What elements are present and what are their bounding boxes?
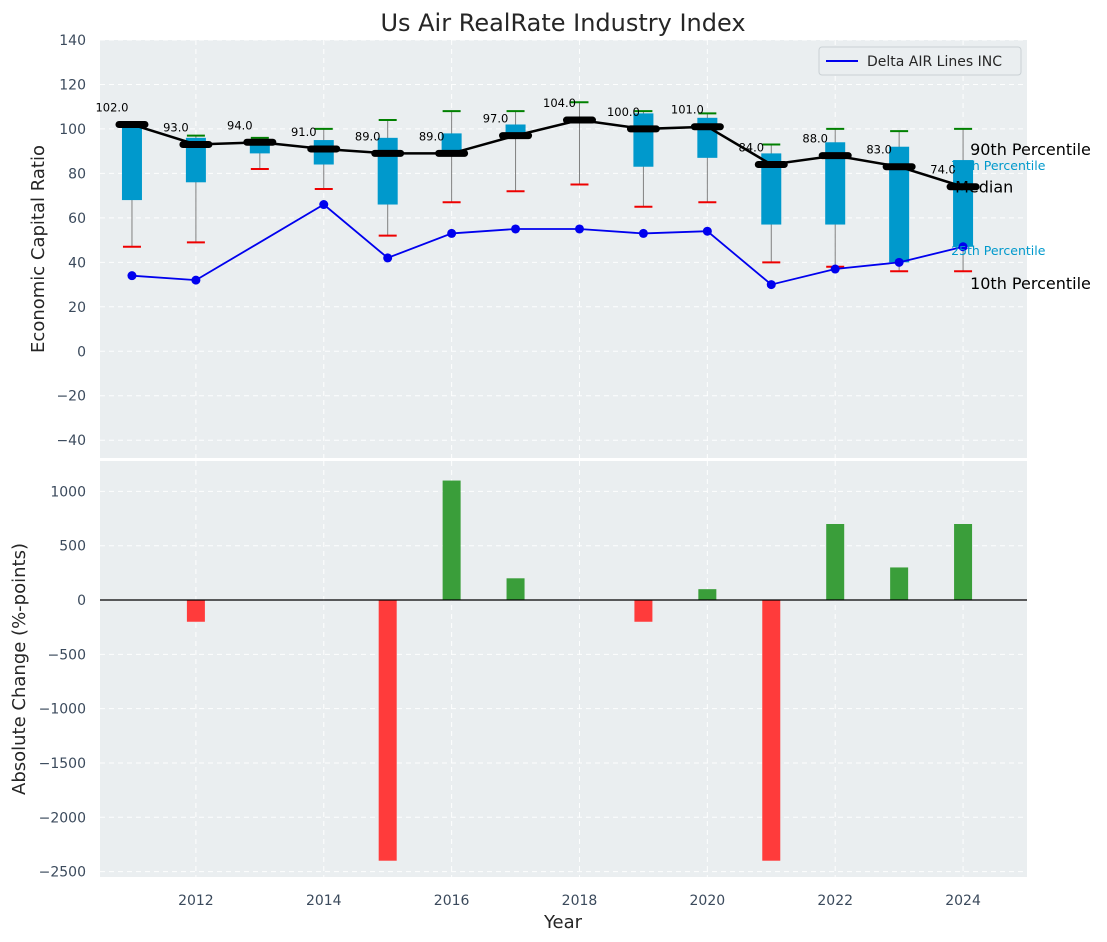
median-value-label: 88.0 — [802, 132, 828, 146]
median-value-label: 89.0 — [355, 129, 381, 143]
median-value-label: 97.0 — [483, 112, 509, 126]
company-point — [319, 200, 329, 210]
bottom-x-ticks: 2012 2014 2016 2018 2020 2022 2024 — [178, 893, 981, 909]
top-y-tick-label: −20 — [56, 389, 86, 405]
top-y-tick-label: 120 — [59, 77, 86, 93]
bottom-y-axis-label: Absolute Change (%-points) — [9, 543, 30, 795]
median-value-label: 84.0 — [738, 141, 764, 155]
company-point — [638, 228, 648, 238]
iqr-box — [889, 146, 910, 263]
legend-label: Delta AIR Lines INC — [867, 54, 1002, 70]
top-gridlines — [100, 39, 1027, 458]
annotation-10th: 10th Percentile — [970, 274, 1091, 293]
x-tick-label: 2020 — [690, 893, 726, 909]
iqr-box — [121, 124, 142, 201]
top-y-tick-label: 60 — [68, 211, 86, 227]
median-value-label: 102.0 — [95, 100, 128, 114]
bottom-marks — [100, 480, 1027, 861]
company-point — [894, 257, 904, 267]
company-point — [447, 228, 457, 238]
change-bar — [634, 600, 653, 622]
bottom-y-tick-label: 500 — [59, 539, 86, 555]
top-plot-background — [100, 40, 1027, 458]
top-panel: −40 −20 0 20 40 60 80 100 120 140 102.0 93.0 94.0 91… — [28, 33, 1091, 458]
x-tick-label: 2024 — [945, 893, 981, 909]
iqr-box — [761, 153, 782, 225]
change-bar — [762, 600, 781, 861]
top-y-tick-label: 20 — [68, 300, 86, 316]
change-bar — [186, 600, 205, 622]
bottom-y-tick-label: 0 — [77, 593, 86, 609]
company-point — [958, 242, 968, 252]
iqr-box — [633, 113, 654, 167]
company-point — [191, 275, 201, 285]
annotation-90th: 90th Percentile — [970, 140, 1091, 159]
top-y-ticks: −40 −20 0 20 40 60 80 100 120 140 — [56, 33, 86, 449]
median-value-label: 94.0 — [227, 118, 253, 132]
company-point — [574, 224, 584, 234]
iqr-box — [185, 137, 206, 183]
change-bar — [890, 567, 909, 601]
iqr-box — [505, 124, 526, 136]
company-point — [511, 224, 521, 234]
change-bar — [442, 480, 461, 601]
top-y-tick-label: 100 — [59, 122, 86, 138]
x-tick-label: 2014 — [306, 893, 342, 909]
change-bar — [954, 523, 973, 601]
change-bar — [378, 600, 397, 861]
company-point — [702, 226, 712, 236]
iqr-box — [825, 142, 846, 225]
median-value-label: 83.0 — [866, 143, 892, 157]
bottom-y-tick-label: −2500 — [39, 865, 86, 881]
x-tick-label: 2018 — [562, 893, 598, 909]
change-bar — [506, 578, 525, 601]
x-tick-label: 2016 — [434, 893, 470, 909]
bottom-y-ticks: −2500 −2000 −1500 −1000 −500 0 500 1000 — [39, 484, 86, 880]
annotation-median: Median — [955, 178, 1013, 197]
x-tick-label: 2022 — [817, 893, 853, 909]
top-y-tick-label: 40 — [68, 255, 86, 271]
bottom-y-tick-label: −1000 — [39, 702, 86, 718]
legend-box — [818, 46, 1022, 76]
iqr-box — [953, 160, 974, 247]
legend: Delta AIR Lines INC — [818, 46, 1022, 76]
company-point — [766, 280, 776, 290]
top-marks: 102.0 93.0 94.0 91.0 89.0 89.0 97.0 104.0 100.0 1… — [95, 96, 1090, 293]
annotation-75th: 75th Percentile — [951, 158, 1046, 173]
bottom-y-tick-label: −2000 — [39, 810, 86, 826]
top-y-tick-label: 0 — [77, 344, 86, 360]
median-value-label: 91.0 — [291, 125, 317, 139]
median-value-label: 74.0 — [930, 163, 956, 177]
x-tick-label: 2012 — [178, 893, 214, 909]
top-y-tick-label: 80 — [68, 166, 86, 182]
median-value-label: 93.0 — [163, 121, 189, 135]
bottom-y-tick-label: −1500 — [39, 756, 86, 772]
iqr-box — [377, 137, 398, 205]
chart-title: Us Air RealRate Industry Index — [380, 9, 745, 37]
change-bar — [698, 589, 717, 601]
median-value-label: 89.0 — [419, 129, 445, 143]
median-value-label: 101.0 — [671, 103, 704, 117]
top-y-tick-label: −40 — [56, 433, 86, 449]
bottom-y-tick-label: −500 — [48, 647, 86, 663]
median-value-label: 104.0 — [543, 96, 576, 110]
company-point — [127, 271, 137, 281]
top-y-axis-label: Economic Capital Ratio — [28, 145, 49, 353]
x-axis-label: Year — [543, 912, 583, 933]
annotation-25th: 25th Percentile — [951, 243, 1046, 258]
median-value-label: 100.0 — [607, 105, 640, 119]
change-bar — [826, 523, 845, 601]
top-y-tick-label: 140 — [59, 33, 86, 49]
iqr-box — [441, 133, 462, 154]
bottom-plot-background — [100, 461, 1027, 877]
bottom-y-tick-label: 1000 — [50, 484, 86, 500]
company-point — [383, 253, 393, 263]
company-point — [830, 264, 840, 274]
